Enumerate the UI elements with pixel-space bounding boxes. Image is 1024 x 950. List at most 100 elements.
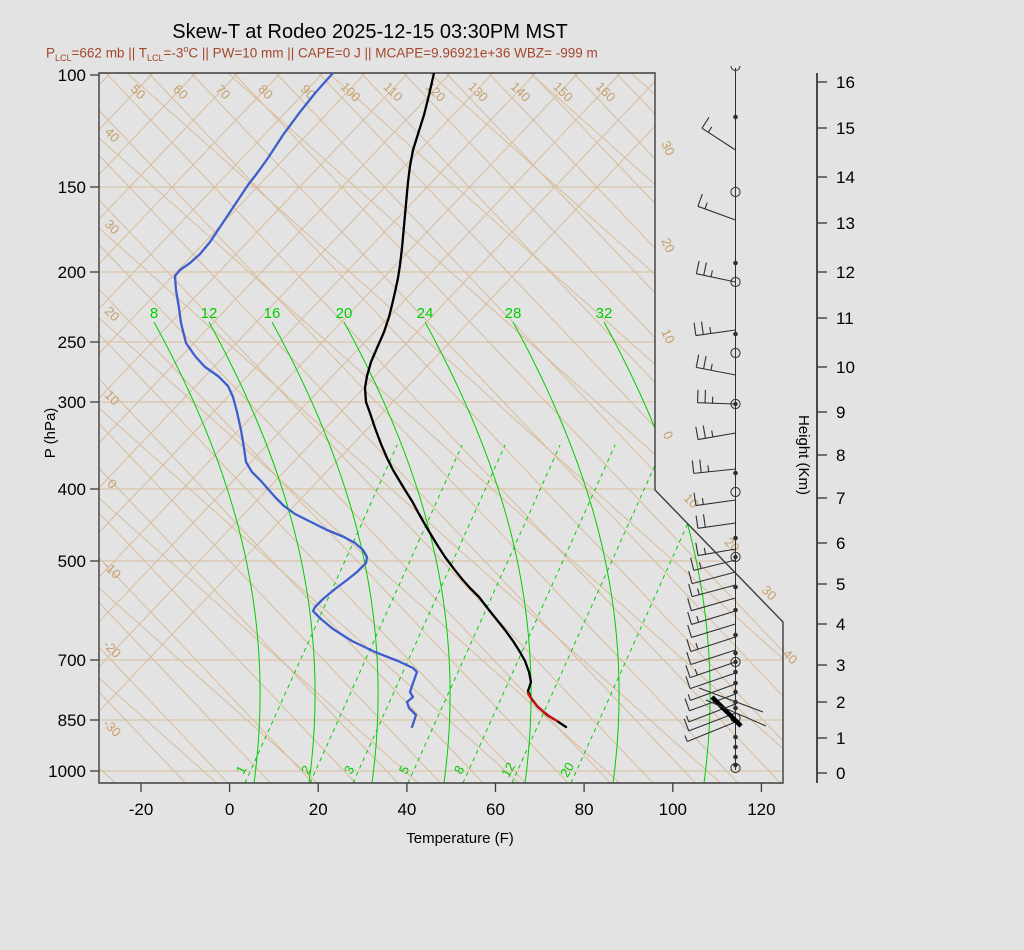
svg-text:30: 30 bbox=[658, 138, 678, 157]
wind-barb bbox=[693, 321, 736, 337]
green-labels: 8 12 16 20 24 28 321 2 3 5 8 12 20 bbox=[150, 305, 613, 780]
svg-text:10: 10 bbox=[102, 387, 123, 408]
wind-barb bbox=[693, 492, 736, 507]
dry-adiabat-lines bbox=[99, 73, 783, 783]
svg-text:16: 16 bbox=[264, 305, 281, 322]
svg-text:11: 11 bbox=[836, 309, 854, 328]
svg-text:500: 500 bbox=[58, 552, 86, 571]
svg-text:120: 120 bbox=[747, 800, 775, 819]
svg-text:8: 8 bbox=[150, 305, 158, 322]
svg-text:P (hPa): P (hPa) bbox=[42, 408, 59, 459]
svg-text:700: 700 bbox=[58, 651, 86, 670]
svg-text:0: 0 bbox=[225, 800, 234, 819]
svg-text:Height (Km): Height (Km) bbox=[795, 415, 812, 495]
svg-text:40: 40 bbox=[102, 124, 123, 145]
svg-text:10: 10 bbox=[658, 326, 678, 345]
svg-text:5: 5 bbox=[396, 763, 413, 777]
wind-barb bbox=[686, 649, 736, 666]
wind-barb-column bbox=[683, 65, 767, 774]
subtitle-degree: o bbox=[183, 44, 189, 54]
wind-barb bbox=[687, 683, 736, 701]
svg-text:9: 9 bbox=[836, 403, 845, 422]
svg-text:2: 2 bbox=[298, 763, 315, 777]
wind-barb bbox=[688, 583, 736, 598]
svg-text:0: 0 bbox=[836, 764, 845, 783]
subtitle-p1: P bbox=[46, 45, 56, 61]
svg-text:20: 20 bbox=[658, 235, 678, 254]
svg-text:-30: -30 bbox=[100, 716, 124, 740]
subtitle-p1-sub: LCL bbox=[55, 53, 72, 64]
wind-barb bbox=[687, 610, 736, 625]
svg-text:7: 7 bbox=[836, 489, 845, 508]
svg-text:0: 0 bbox=[660, 429, 677, 442]
wind-barb bbox=[691, 459, 736, 474]
svg-text:40: 40 bbox=[397, 800, 416, 819]
svg-text:400: 400 bbox=[58, 480, 86, 499]
pressure-axis: 100 150 200 250 300 400 500 700 850 1000 P (hPa) bbox=[42, 66, 99, 781]
svg-text:20: 20 bbox=[722, 534, 743, 555]
svg-text:30: 30 bbox=[102, 216, 123, 237]
moist-adiabat-lines bbox=[153, 321, 711, 783]
svg-text:100: 100 bbox=[659, 800, 687, 819]
svg-text:850: 850 bbox=[58, 711, 86, 730]
svg-text:12: 12 bbox=[836, 263, 855, 282]
subtitle-p2-sub: LCL bbox=[146, 53, 164, 64]
wind-barb bbox=[695, 354, 736, 376]
svg-text:20: 20 bbox=[557, 760, 577, 780]
plot-frame bbox=[98, 72, 784, 784]
svg-text:160: 160 bbox=[593, 79, 619, 105]
svg-text:150: 150 bbox=[58, 178, 86, 197]
mixing-ratio-lines bbox=[244, 444, 724, 783]
subtitle-p2: T bbox=[138, 45, 147, 61]
svg-text:20: 20 bbox=[309, 800, 328, 819]
isoline-labels: 50 60 70 80 90 100 110 120 130 140 150 160403020100… bbox=[100, 79, 800, 740]
top-calm-icon bbox=[730, 65, 741, 71]
svg-text:5: 5 bbox=[836, 575, 845, 594]
svg-text:80: 80 bbox=[575, 800, 594, 819]
wind-barb bbox=[687, 623, 736, 638]
svg-text:60: 60 bbox=[486, 800, 505, 819]
svg-text:14: 14 bbox=[836, 168, 855, 187]
svg-text:12: 12 bbox=[498, 760, 518, 780]
svg-text:12: 12 bbox=[201, 305, 218, 322]
wind-barb bbox=[685, 661, 736, 679]
svg-text:-20: -20 bbox=[129, 800, 154, 819]
svg-text:20: 20 bbox=[102, 303, 123, 324]
wind-barb bbox=[684, 721, 736, 742]
surface-red-segment bbox=[526, 691, 559, 723]
svg-text:32: 32 bbox=[596, 305, 613, 322]
wind-barb bbox=[695, 514, 736, 529]
svg-text:15: 15 bbox=[836, 119, 855, 138]
svg-text:10: 10 bbox=[681, 490, 702, 511]
svg-text:-20: -20 bbox=[100, 637, 124, 661]
svg-text:1: 1 bbox=[233, 763, 250, 777]
wind-barb bbox=[695, 542, 736, 557]
svg-text:1000: 1000 bbox=[48, 762, 86, 781]
wind-barb bbox=[685, 703, 736, 723]
svg-text:130: 130 bbox=[465, 79, 491, 105]
svg-text:200: 200 bbox=[58, 263, 86, 282]
svg-text:28: 28 bbox=[505, 305, 522, 322]
wind-barb bbox=[690, 557, 736, 571]
svg-text:10: 10 bbox=[836, 358, 855, 377]
svg-text:300: 300 bbox=[58, 393, 86, 412]
wind-barb bbox=[683, 712, 736, 732]
wind-barb bbox=[697, 193, 736, 221]
svg-text:Temperature (F): Temperature (F) bbox=[406, 830, 514, 847]
wind-barb bbox=[695, 425, 736, 441]
chart-subtitle: PLCL=662 mb || TLCL=-3oC || PW=10 mm || … bbox=[46, 44, 598, 63]
wind-barb bbox=[685, 672, 736, 690]
svg-text:3: 3 bbox=[341, 763, 358, 777]
svg-text:100: 100 bbox=[58, 66, 86, 85]
dewpoint-curve bbox=[173, 73, 419, 729]
subtitle-seg1: =662 mb || bbox=[71, 45, 139, 61]
wind-barb bbox=[686, 636, 736, 653]
svg-text:250: 250 bbox=[58, 333, 86, 352]
wind-barb bbox=[695, 260, 736, 283]
svg-text:3: 3 bbox=[836, 656, 845, 675]
svg-text:1: 1 bbox=[836, 729, 845, 748]
svg-text:13: 13 bbox=[836, 214, 855, 233]
svg-text:150: 150 bbox=[550, 79, 576, 105]
